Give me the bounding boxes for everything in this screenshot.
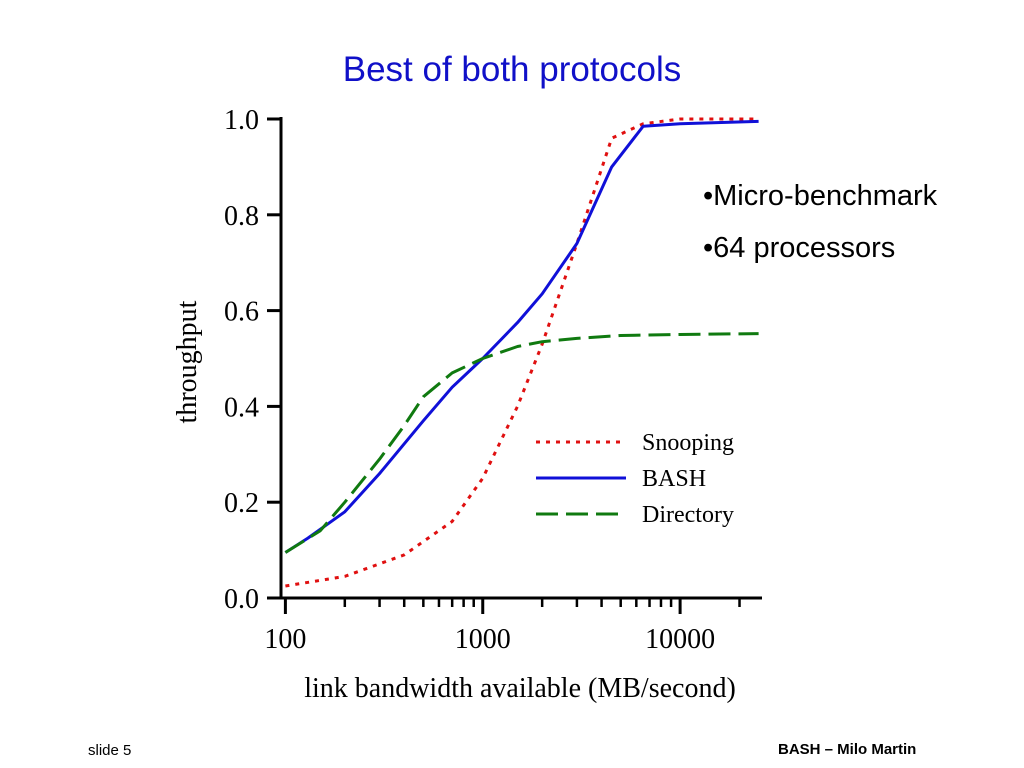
y-tick-label: 0.8 [224,201,259,232]
x-axis-title: link bandwidth available (MB/second) [304,673,736,704]
chart-legend: Snooping BASH Directory [536,430,734,528]
legend-label-directory: Directory [642,502,734,528]
footer-author: BASH – Milo Martin [778,741,917,758]
footer-slide-number: slide 5 [88,742,132,759]
series-line-snooping [285,117,759,588]
legend-label-bash: BASH [642,466,706,492]
series-line-bash [284,119,759,554]
bullet-micro-benchmark: •Micro-benchmark [703,180,938,212]
x-tick-label: 10000 [645,624,715,655]
y-tick-label: 1.0 [224,105,259,136]
legend-label-snooping: Snooping [642,430,734,456]
x-tick-label: 1000 [455,624,511,655]
y-tick-label: 0.0 [224,584,259,615]
x-tick-label: 100 [264,624,306,655]
bullet-list: •Micro-benchmark •64 processors [703,170,937,274]
bullet-64-processors: •64 processors [703,232,896,264]
y-tick-label: 0.6 [224,297,259,328]
slide-title: Best of both protocols [342,50,682,89]
chart-series-layer [284,117,759,588]
y-tick-label: 0.2 [224,488,259,519]
y-tick-label: 0.4 [224,392,259,423]
chart-axes: 0.0 0.2 0.4 0.6 0.8 1.0 100 1000 10000 [224,105,762,655]
y-axis-title: throughput [172,300,203,423]
